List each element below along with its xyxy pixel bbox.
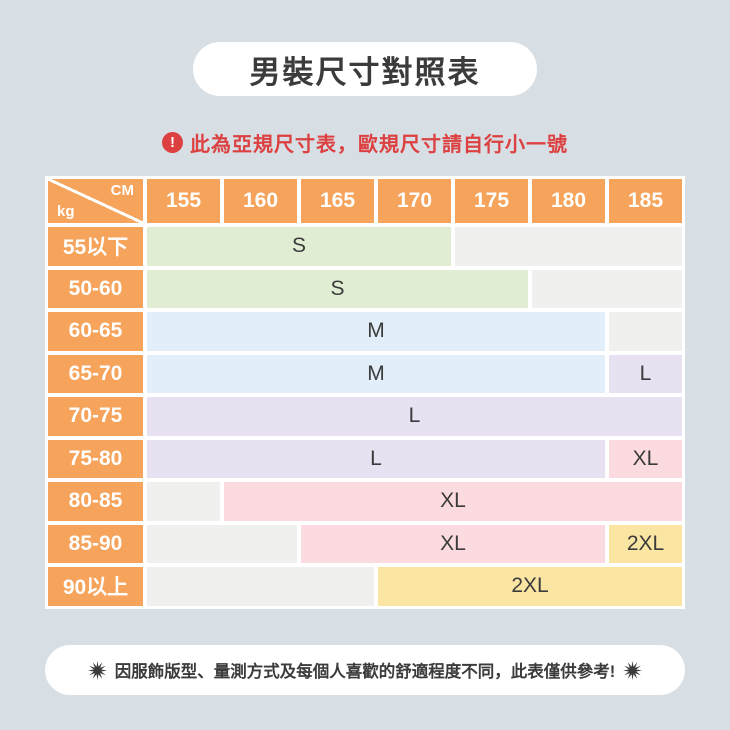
header-cell-175: 175 (455, 179, 528, 223)
row-label-cell: 75-80 (48, 439, 143, 478)
size-cell (455, 227, 682, 266)
row-label-cell: 70-75 (48, 397, 143, 436)
starburst-icon (623, 660, 643, 680)
size-cell: L (147, 439, 605, 478)
corner-kg-label: kg (57, 203, 75, 220)
header-cell-185: 185 (609, 179, 682, 223)
size-cell: XL (224, 482, 682, 521)
header-cell-170: 170 (378, 179, 451, 223)
title-pill: 男裝尺寸對照表 (193, 42, 537, 96)
header-cell-165: 165 (301, 179, 374, 223)
row-label-cell: 85-90 (48, 524, 143, 563)
size-table: CM kg 155 160 165 170 175 180 185 55以下 S 50-60 S 60… (45, 176, 685, 609)
page-title: 男裝尺寸對照表 (249, 54, 481, 90)
warning-note: ! 此為亞規尺寸表，歐規尺寸請自行小一號 (0, 129, 730, 156)
starburst-icon (87, 660, 107, 680)
exclamation-circle-icon: ! (162, 131, 183, 153)
size-cell: M (147, 312, 605, 351)
row-label-cell: 80-85 (48, 482, 143, 521)
size-cell: 2XL (378, 567, 682, 606)
size-cell: XL (301, 524, 605, 563)
size-cell: L (147, 397, 682, 436)
size-cell (147, 482, 220, 521)
footer-text: 因服飾版型、量測方式及每個人喜歡的舒適程度不同，此表僅供參考! (114, 663, 616, 681)
size-cell: M (147, 354, 605, 393)
row-label-cell: 90以上 (48, 567, 143, 606)
size-cell: L (609, 354, 682, 393)
size-cell: XL (609, 439, 682, 478)
size-cell (147, 567, 374, 606)
header-cell-180: 180 (532, 179, 605, 223)
row-label-cell: 60-65 (48, 312, 143, 351)
size-cell (147, 524, 297, 563)
header-cell-155: 155 (147, 179, 220, 223)
size-cell (609, 312, 682, 351)
header-cell-160: 160 (224, 179, 297, 223)
corner-cell: CM kg (48, 179, 143, 223)
size-cell: 2XL (609, 524, 682, 563)
row-label-cell: 50-60 (48, 269, 143, 308)
footer-note: 因服飾版型、量測方式及每個人喜歡的舒適程度不同，此表僅供參考! (45, 645, 685, 695)
warning-text: 此為亞規尺寸表，歐規尺寸請自行小一號 (190, 133, 568, 156)
size-cell: S (147, 227, 451, 266)
size-cell (532, 269, 682, 308)
size-cell: S (147, 269, 528, 308)
row-label-cell: 65-70 (48, 354, 143, 393)
row-label-cell: 55以下 (48, 227, 143, 266)
corner-cm-label: CM (110, 182, 134, 199)
